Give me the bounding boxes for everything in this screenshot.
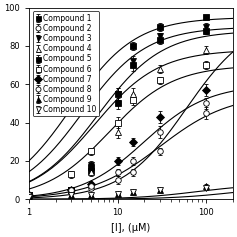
X-axis label: [I], (μM): [I], (μM) (111, 223, 150, 233)
Legend: Compound 1, Compound 2, Compound 3, Compound 4, Compound 5, Compound 6, Compound: Compound 1, Compound 2, Compound 3, Comp… (33, 11, 99, 116)
